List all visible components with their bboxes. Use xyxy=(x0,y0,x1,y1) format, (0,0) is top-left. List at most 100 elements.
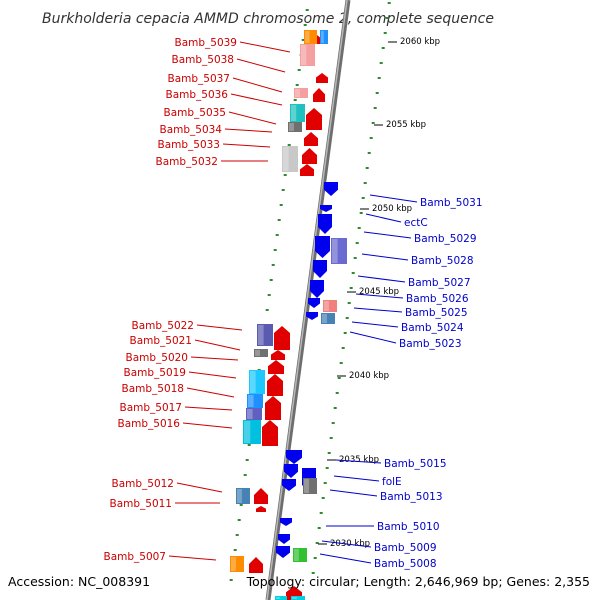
leader-line xyxy=(232,77,283,93)
leader-line xyxy=(182,422,233,429)
gene-feature-shine xyxy=(248,395,254,407)
gc-tick xyxy=(279,204,283,206)
gene-feature-arrow xyxy=(308,298,320,308)
gene-feature-arrow xyxy=(313,88,325,102)
gc-tick xyxy=(363,182,367,184)
leader-line xyxy=(319,553,372,564)
gc-tick xyxy=(317,527,321,529)
gene-label: Bamb_5022 xyxy=(131,320,194,332)
gc-tick xyxy=(305,9,309,11)
gene-label: Bamb_5037 xyxy=(167,73,230,85)
gene-feature-box xyxy=(249,370,265,394)
gene-labels: Bamb_5039 Bamb_5038 Bamb_5037 Bamb_5036 Bamb… xyxy=(103,37,482,570)
gene-feature-box xyxy=(257,324,273,346)
gc-tick xyxy=(339,362,343,364)
gene-label: Bamb_5011 xyxy=(109,498,172,510)
gc-tick xyxy=(355,242,359,244)
gene-feature-shine xyxy=(250,371,256,393)
gene-feature-arrow xyxy=(316,73,328,83)
leader-line xyxy=(349,331,397,344)
gene-feature-arrow xyxy=(274,326,290,350)
gene-label: Bamb_5035 xyxy=(163,107,226,119)
gc-tick xyxy=(273,249,277,251)
gene-feature-arrow xyxy=(306,108,322,130)
gene-feature-arrow xyxy=(271,350,285,360)
gene-feature-arrow xyxy=(286,450,302,464)
gene-feature-box xyxy=(290,104,305,122)
gene-feature-arrow xyxy=(254,488,268,504)
gene-feature-box xyxy=(321,313,335,324)
gene-feature-shine xyxy=(332,239,338,263)
gene-feature-arrow xyxy=(256,506,266,512)
gene-feature-shine xyxy=(283,147,289,171)
gc-tick xyxy=(373,107,377,109)
gc-tick xyxy=(315,542,319,544)
gc-tick xyxy=(335,392,339,394)
gene-feature-box xyxy=(247,394,263,408)
gc-tick xyxy=(343,332,347,334)
gene-feature-shine xyxy=(237,489,242,503)
gc-tick xyxy=(293,99,297,101)
leader-line xyxy=(355,293,404,299)
gene-label: Bamb_5038 xyxy=(171,54,234,66)
gc-tick xyxy=(321,497,325,499)
gc-tick xyxy=(277,219,281,221)
gc-tick xyxy=(329,437,333,439)
gene-feature-shine xyxy=(276,597,281,599)
leader-line xyxy=(228,111,277,125)
gc-tick xyxy=(353,257,357,259)
gc-tick xyxy=(313,557,317,559)
gene-feature-arrow xyxy=(282,479,296,491)
gene-label: Bamb_5028 xyxy=(411,255,474,267)
gene-label: Bamb_5016 xyxy=(117,418,180,430)
gene-feature-box xyxy=(293,548,307,562)
gene-label: Bamb_5023 xyxy=(399,338,462,350)
leader-line xyxy=(335,459,382,464)
gene-feature-shine xyxy=(294,549,299,561)
gene-label: Bamb_5034 xyxy=(159,124,222,136)
gene-feature-arrow xyxy=(249,557,263,573)
leader-line xyxy=(196,324,243,331)
gene-feature-arrow xyxy=(304,132,318,146)
leader-line xyxy=(351,321,399,328)
leader-line xyxy=(186,387,235,398)
gc-tick xyxy=(245,459,249,461)
gc-tick xyxy=(301,39,305,41)
gene-label: Bamb_5025 xyxy=(405,307,468,319)
gc-tick xyxy=(319,512,323,514)
gene-feature-shine xyxy=(244,421,251,443)
leader-line xyxy=(361,253,409,261)
accession-text: Accession: NC_008391 xyxy=(8,574,150,589)
gene-feature-box xyxy=(300,44,315,66)
gene-label: Bamb_5012 xyxy=(111,478,174,490)
kbp-mark: 2055 kbp xyxy=(386,120,426,130)
gene-feature-shine xyxy=(295,89,300,97)
leader-line xyxy=(176,482,223,493)
kbp-mark: 2060 kbp xyxy=(400,37,440,47)
leader-line xyxy=(168,555,217,561)
gc-tick xyxy=(369,137,373,139)
gene-label: Bamb_5020 xyxy=(125,352,188,364)
gc-tick xyxy=(385,17,389,19)
gene-label: Bamb_5010 xyxy=(377,521,440,533)
kbp-mark: 2045 kbp xyxy=(359,287,399,297)
gene-feature-shine xyxy=(258,325,264,345)
gene-label: Bamb_5026 xyxy=(406,293,469,305)
gc-tick xyxy=(383,32,387,34)
gc-tick xyxy=(327,452,331,454)
gene-feature-box xyxy=(254,349,268,357)
gc-tick xyxy=(351,272,355,274)
leader-line xyxy=(365,213,402,223)
leader-line xyxy=(224,128,273,133)
leader-line xyxy=(194,339,241,351)
leader-line xyxy=(236,58,286,73)
gene-feature-shine xyxy=(289,123,294,131)
gene-feature-box xyxy=(303,478,317,494)
gene-feature-arrow xyxy=(324,182,338,196)
gc-tick xyxy=(333,407,337,409)
label-leader-lines xyxy=(168,41,418,564)
gene-feature-arrow xyxy=(306,312,318,320)
gene-label: Bamb_5036 xyxy=(165,89,228,101)
